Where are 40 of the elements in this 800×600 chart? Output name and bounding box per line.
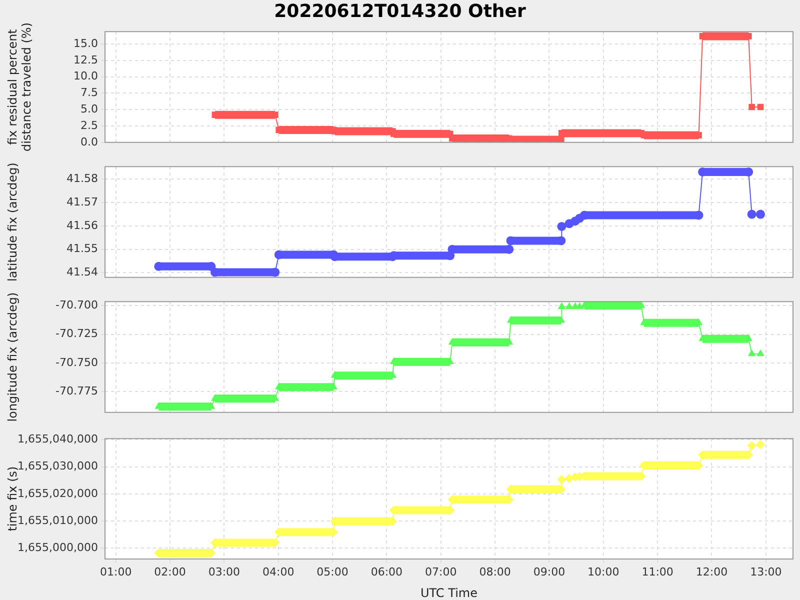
y-tick-label: 12.5 bbox=[74, 53, 98, 66]
x-tick-label: 07:00 bbox=[425, 565, 457, 578]
y-tick-label: 1,655,020,000 bbox=[18, 486, 98, 500]
y-axis-title: longitude fix (arcdeg) bbox=[5, 292, 20, 422]
x-tick-label: 02:00 bbox=[154, 565, 186, 578]
x-tick-label: 11:00 bbox=[642, 565, 674, 578]
y-tick-label: 1,655,000,000 bbox=[18, 541, 98, 554]
x-tick-label: 04:00 bbox=[262, 565, 294, 578]
x-tick-label: 05:00 bbox=[316, 565, 348, 578]
y-tick-label: 0.0 bbox=[80, 135, 98, 148]
y-tick-label: -70.725 bbox=[56, 327, 98, 340]
x-tick-label: 13:00 bbox=[750, 565, 782, 578]
y-tick-label: 41.58 bbox=[66, 172, 98, 186]
x-axis-title: UTC Time bbox=[420, 586, 478, 600]
y-axis-title: fix residual percent distance traveled (%) bbox=[5, 22, 34, 152]
y-axis-title: latitude fix (arcdeg) bbox=[5, 162, 20, 282]
y-tick-label: -70.750 bbox=[56, 356, 98, 369]
x-tick-label: 10:00 bbox=[588, 565, 620, 578]
y-axis-title: time fix (s) bbox=[5, 466, 20, 532]
y-tick-label: 2.5 bbox=[80, 118, 98, 132]
x-tick-label: 03:00 bbox=[208, 565, 240, 578]
y-tick-label: 15.0 bbox=[74, 36, 98, 50]
y-tick-label: 41.54 bbox=[66, 266, 98, 279]
y-tick-label: 1,655,030,000 bbox=[18, 460, 98, 473]
x-tick-label: 09:00 bbox=[533, 565, 566, 578]
chart-title: 20220612T014320 Other bbox=[273, 1, 527, 22]
y-tick-label: -70.775 bbox=[56, 384, 98, 398]
y-tick-label: -70.700 bbox=[56, 298, 98, 312]
y-tick-label: 1,655,040,000 bbox=[18, 432, 98, 446]
x-tick-label: 08:00 bbox=[479, 565, 511, 578]
x-tick-label: 01:00 bbox=[100, 565, 132, 578]
y-tick-label: 41.56 bbox=[66, 218, 98, 232]
x-tick-label: 12:00 bbox=[696, 565, 728, 578]
x-tick-label: 06:00 bbox=[370, 565, 403, 578]
y-tick-label: 41.57 bbox=[66, 195, 98, 208]
y-tick-label: 7.5 bbox=[80, 86, 98, 100]
y-tick-label: 1,655,010,000 bbox=[18, 514, 98, 527]
y-tick-label: 5.0 bbox=[80, 102, 98, 116]
y-tick-label: 10.0 bbox=[74, 70, 98, 83]
y-tick-label: 41.55 bbox=[66, 242, 98, 256]
